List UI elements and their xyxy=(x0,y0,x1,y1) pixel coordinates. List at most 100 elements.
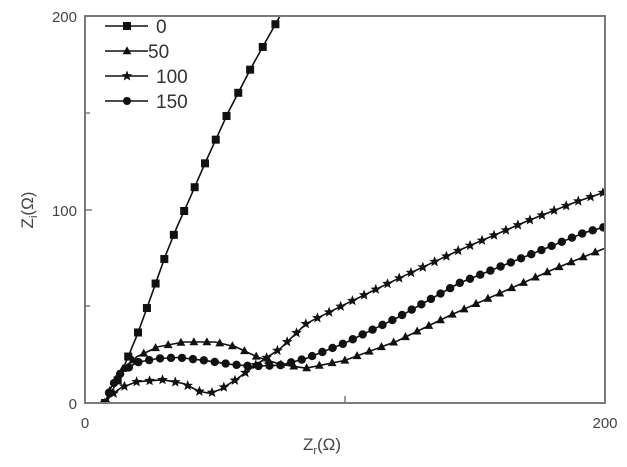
star-marker-icon xyxy=(417,261,429,272)
star-marker-icon xyxy=(206,386,218,397)
triangle-marker-icon xyxy=(459,304,469,313)
legend: 0 50 100 150 xyxy=(105,17,188,113)
triangle-marker-icon xyxy=(495,288,505,297)
circle-marker-icon xyxy=(177,353,187,363)
star-marker-icon xyxy=(218,381,230,392)
circle-marker-icon xyxy=(232,360,241,370)
circle-marker-icon xyxy=(486,266,495,275)
star-marker-icon xyxy=(144,375,155,386)
series-100 xyxy=(99,187,605,403)
triangle-marker-icon xyxy=(176,337,186,346)
circle-marker-icon xyxy=(243,361,252,371)
axis-ticks xyxy=(85,112,346,403)
circle-marker-icon xyxy=(109,378,119,388)
star-marker-icon xyxy=(194,385,205,396)
series-150 xyxy=(100,223,605,403)
square-marker-icon xyxy=(160,255,169,264)
star-marker-icon xyxy=(441,250,452,261)
circle-marker-icon xyxy=(426,294,436,304)
circle-marker-icon xyxy=(516,254,526,263)
series-line xyxy=(104,191,605,403)
star-marker-icon xyxy=(108,387,119,398)
circle-marker-icon xyxy=(445,283,455,293)
triangle-marker-icon xyxy=(424,320,434,329)
star-marker-icon xyxy=(291,327,302,338)
circle-marker-icon xyxy=(368,325,377,334)
star-marker-icon xyxy=(560,200,572,211)
triangle-marker-icon xyxy=(151,343,160,352)
square-marker-icon xyxy=(258,42,267,51)
square-marker-icon xyxy=(222,112,231,121)
circle-marker-icon xyxy=(124,363,134,372)
triangle-marker-icon xyxy=(327,358,337,367)
triangle-marker-icon xyxy=(314,360,324,369)
star-marker-icon xyxy=(370,283,382,294)
star-marker-icon xyxy=(512,219,524,230)
circle-marker-icon xyxy=(465,274,475,283)
star-marker-icon xyxy=(312,312,323,323)
circle-marker-icon xyxy=(155,354,165,363)
star-marker-icon xyxy=(358,289,370,300)
triangle-marker-icon xyxy=(519,277,528,286)
star-marker-icon xyxy=(119,380,130,391)
triangle-marker-icon xyxy=(189,337,199,346)
circle-marker-icon xyxy=(199,356,209,365)
star-marker-icon xyxy=(323,306,335,317)
x-tick-label-200: 200 xyxy=(592,415,617,432)
y-tick-label-200: 200 xyxy=(52,9,77,26)
circle-marker-icon xyxy=(527,250,536,259)
legend-label: 150 xyxy=(156,92,188,113)
star-marker-icon xyxy=(229,374,241,385)
circle-marker-icon xyxy=(476,270,485,279)
square-marker-icon xyxy=(211,135,220,144)
triangle-marker-icon xyxy=(531,272,540,281)
star-marker-icon xyxy=(131,376,142,387)
triangle-marker-icon xyxy=(566,257,576,266)
legend-item-50: 50 xyxy=(105,42,169,63)
triangle-marker-icon xyxy=(447,309,457,318)
circle-marker-icon xyxy=(254,361,263,371)
triangle-marker-icon xyxy=(554,262,564,271)
circle-marker-icon xyxy=(210,357,219,367)
triangle-marker-icon xyxy=(377,342,386,351)
triangle-marker-icon xyxy=(364,346,374,355)
star-marker-icon xyxy=(500,224,512,235)
circle-marker-icon xyxy=(506,258,516,267)
circle-marker-icon xyxy=(144,355,154,365)
series-layer xyxy=(99,16,605,403)
circle-marker-icon xyxy=(104,388,114,397)
legend-label: 50 xyxy=(148,42,169,63)
triangle-marker-icon xyxy=(578,252,588,261)
star-marker-icon xyxy=(335,300,347,311)
star-marker-icon xyxy=(464,239,476,251)
square-marker-icon xyxy=(180,206,189,215)
triangle-marker-icon xyxy=(412,326,422,335)
square-marker-icon xyxy=(246,65,255,74)
star-marker-icon xyxy=(182,380,194,391)
triangle-marker-icon xyxy=(436,315,445,324)
star-marker-icon xyxy=(347,295,358,306)
circle-marker-icon xyxy=(100,398,110,403)
circle-marker-icon xyxy=(388,315,397,325)
star-marker-icon xyxy=(452,245,464,256)
circle-marker-icon xyxy=(328,343,337,353)
series-0 xyxy=(101,16,281,403)
square-marker-icon xyxy=(151,279,160,288)
triangle-marker-icon xyxy=(240,346,249,355)
triangle-marker-icon xyxy=(483,293,493,302)
circle-marker-icon xyxy=(578,229,587,238)
circle-marker-icon xyxy=(455,278,464,288)
circle-marker-icon xyxy=(407,305,416,314)
star-marker-icon xyxy=(488,229,500,240)
circle-marker-icon xyxy=(599,223,605,232)
circle-marker-icon xyxy=(547,241,556,251)
legend-item-100: 100 xyxy=(105,67,188,88)
circle-marker-icon xyxy=(265,361,274,370)
triangle-marker-icon xyxy=(251,351,261,360)
circle-marker-icon xyxy=(358,330,367,339)
star-marker-icon xyxy=(300,318,312,329)
series-line xyxy=(104,247,605,403)
circle-marker-icon xyxy=(297,355,306,364)
square-marker-icon xyxy=(123,22,131,30)
y-axis-title: Zi(Ω) xyxy=(18,192,40,229)
